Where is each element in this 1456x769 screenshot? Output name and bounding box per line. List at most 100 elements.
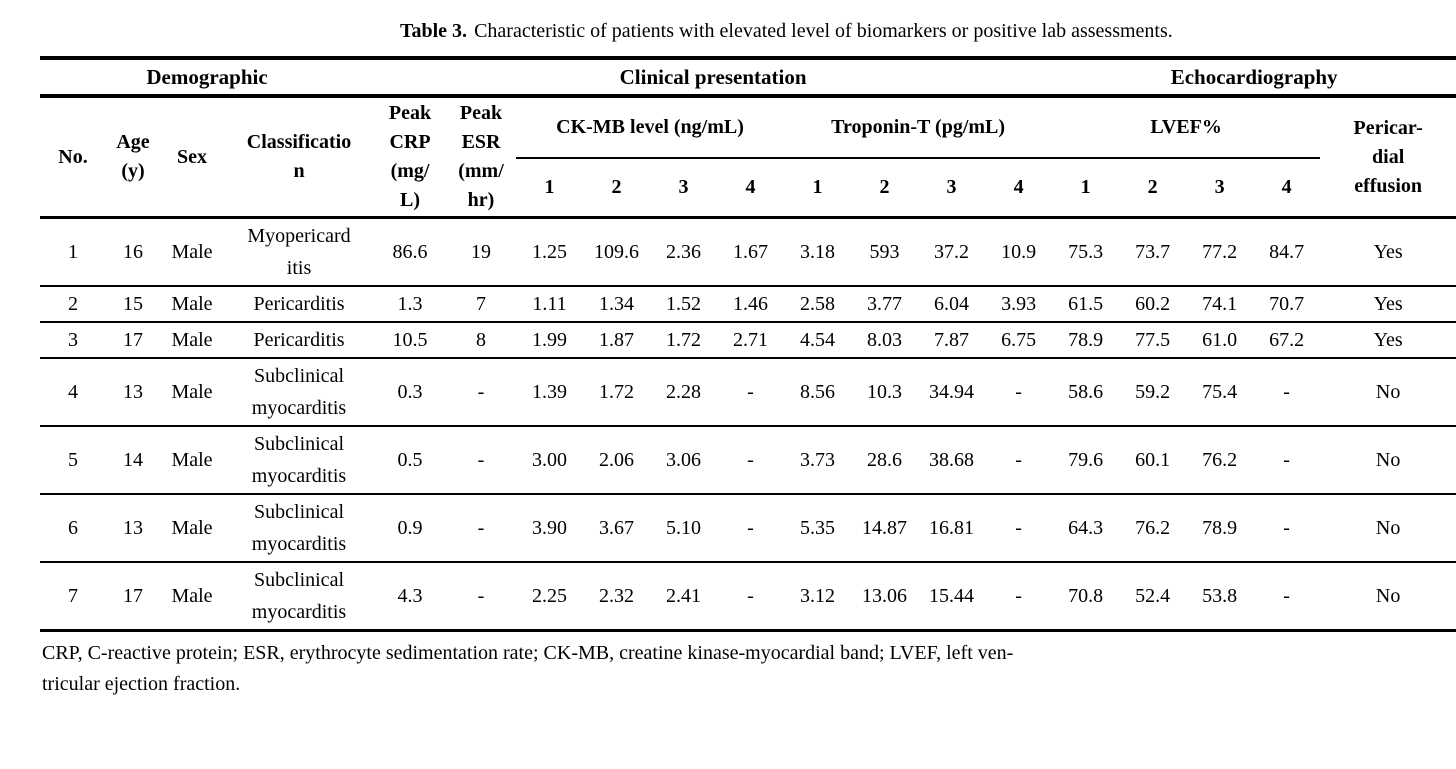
cell-no: 3	[40, 322, 106, 360]
cell-lvef-1: 75.3	[1052, 217, 1120, 288]
cell-classification: Pericarditis	[224, 286, 375, 324]
cell-no: 6	[40, 494, 106, 564]
cell-peak-esr: 8	[446, 322, 517, 360]
cell-pericardial-effusion: No	[1320, 426, 1456, 496]
cell-troponin-2: 8.03	[851, 322, 919, 360]
cell-lvef-2: 60.2	[1119, 286, 1187, 324]
cell-sex: Male	[160, 358, 224, 428]
cell-peak-crp: 0.9	[374, 494, 447, 564]
cell-troponin-2: 13.06	[851, 562, 919, 633]
group-header-lvef: LVEF%	[1052, 96, 1321, 159]
cell-peak-crp: 0.3	[374, 358, 447, 428]
patients-table: Demographic Clinical presentation Echoca…	[40, 56, 1456, 633]
caption-text: Characteristic of patients with elevated…	[474, 20, 1173, 42]
cell-troponin-2: 10.3	[851, 358, 919, 428]
cell-troponin-4: -	[985, 494, 1053, 564]
table-row: 7 17 Male Subclinical myocarditis 4.3 - …	[40, 562, 1456, 633]
cell-troponin-2: 3.77	[851, 286, 919, 324]
cell-pericardial-effusion: No	[1320, 562, 1456, 633]
col-header-troponin-2: 2	[851, 157, 919, 220]
cell-age: 15	[106, 286, 160, 324]
cell-troponin-2: 14.87	[851, 494, 919, 564]
cell-peak-esr: -	[446, 426, 517, 496]
cell-troponin-1: 4.54	[784, 322, 852, 360]
cell-ckmb-4: 1.46	[717, 286, 785, 324]
cell-lvef-1: 61.5	[1052, 286, 1120, 324]
cell-ckmb-2: 3.67	[583, 494, 651, 564]
table-footnote: CRP, C-reactive protein; ESR, erythrocyt…	[42, 638, 1456, 700]
col-header-troponin-4: 4	[985, 157, 1053, 220]
cell-pericardial-effusion: Yes	[1320, 322, 1456, 360]
cell-sex: Male	[160, 562, 224, 633]
cell-troponin-1: 8.56	[784, 358, 852, 428]
cell-lvef-3: 77.2	[1186, 217, 1254, 288]
cell-no: 4	[40, 358, 106, 428]
col-header-ckmb-2: 2	[583, 157, 651, 220]
cell-ckmb-3: 1.52	[650, 286, 718, 324]
cell-troponin-1: 5.35	[784, 494, 852, 564]
col-header-sex: Sex	[160, 96, 224, 220]
cell-no: 1	[40, 217, 106, 288]
cell-sex: Male	[160, 426, 224, 496]
cell-troponin-4: 6.75	[985, 322, 1053, 360]
cell-lvef-3: 61.0	[1186, 322, 1254, 360]
table-row: 3 17 Male Pericarditis 10.5 8 1.99 1.87 …	[40, 322, 1456, 360]
cell-lvef-4: 84.7	[1253, 217, 1321, 288]
col-header-troponin-1: 1	[784, 157, 852, 220]
cell-lvef-3: 74.1	[1186, 286, 1254, 324]
cell-lvef-1: 58.6	[1052, 358, 1120, 428]
col-header-pericardial-effusion: Pericar- dial effusion	[1320, 96, 1456, 220]
cell-troponin-4: -	[985, 562, 1053, 633]
cell-lvef-4: 70.7	[1253, 286, 1321, 324]
cell-age: 14	[106, 426, 160, 496]
cell-troponin-4: -	[985, 358, 1053, 428]
cell-sex: Male	[160, 217, 224, 288]
table-row: 2 15 Male Pericarditis 1.3 7 1.11 1.34 1…	[40, 286, 1456, 324]
cell-peak-crp: 4.3	[374, 562, 447, 633]
cell-no: 7	[40, 562, 106, 633]
cell-peak-esr: -	[446, 494, 517, 564]
cell-lvef-3: 75.4	[1186, 358, 1254, 428]
cell-ckmb-2: 109.6	[583, 217, 651, 288]
col-header-troponin-3: 3	[918, 157, 986, 220]
cell-age: 17	[106, 322, 160, 360]
group-header-clinical-presentation: Clinical presentation	[374, 58, 1053, 99]
cell-ckmb-4: 2.71	[717, 322, 785, 360]
cell-ckmb-4: -	[717, 562, 785, 633]
cell-ckmb-3: 5.10	[650, 494, 718, 564]
cell-peak-crp: 10.5	[374, 322, 447, 360]
cell-lvef-2: 60.1	[1119, 426, 1187, 496]
cell-ckmb-1: 3.90	[516, 494, 584, 564]
cell-troponin-1: 3.18	[784, 217, 852, 288]
cell-troponin-2: 593	[851, 217, 919, 288]
cell-lvef-4: 67.2	[1253, 322, 1321, 360]
table-row: 4 13 Male Subclinical myocarditis 0.3 - …	[40, 358, 1456, 428]
cell-troponin-3: 38.68	[918, 426, 986, 496]
cell-pericardial-effusion: Yes	[1320, 217, 1456, 288]
cell-age: 13	[106, 358, 160, 428]
footnote-line: tricular ejection fraction.	[42, 673, 241, 696]
cell-ckmb-4: -	[717, 426, 785, 496]
cell-troponin-3: 37.2	[918, 217, 986, 288]
cell-lvef-4: -	[1253, 494, 1321, 564]
cell-ckmb-2: 1.34	[583, 286, 651, 324]
cell-ckmb-3: 3.06	[650, 426, 718, 496]
cell-age: 16	[106, 217, 160, 288]
cell-ckmb-1: 1.25	[516, 217, 584, 288]
cell-lvef-1: 64.3	[1052, 494, 1120, 564]
cell-lvef-2: 76.2	[1119, 494, 1187, 564]
cell-troponin-3: 6.04	[918, 286, 986, 324]
cell-troponin-3: 34.94	[918, 358, 986, 428]
cell-troponin-4: 10.9	[985, 217, 1053, 288]
cell-ckmb-2: 1.87	[583, 322, 651, 360]
timepoint-header-row: 1 2 3 4 1 2 3 4 1 2 3 4	[40, 157, 1456, 220]
cell-lvef-4: -	[1253, 562, 1321, 633]
cell-ckmb-1: 1.39	[516, 358, 584, 428]
cell-age: 13	[106, 494, 160, 564]
cell-classification: Subclinical myocarditis	[224, 358, 375, 428]
group-header-echocardiography: Echocardiography	[1052, 58, 1456, 99]
table-caption: Table 3. Characteristic of patients with …	[400, 16, 1305, 46]
cell-troponin-4: 3.93	[985, 286, 1053, 324]
cell-peak-crp: 0.5	[374, 426, 447, 496]
subgroup-header-row: No. Age (y) Sex Classificatio n Peak CRP…	[40, 96, 1456, 220]
